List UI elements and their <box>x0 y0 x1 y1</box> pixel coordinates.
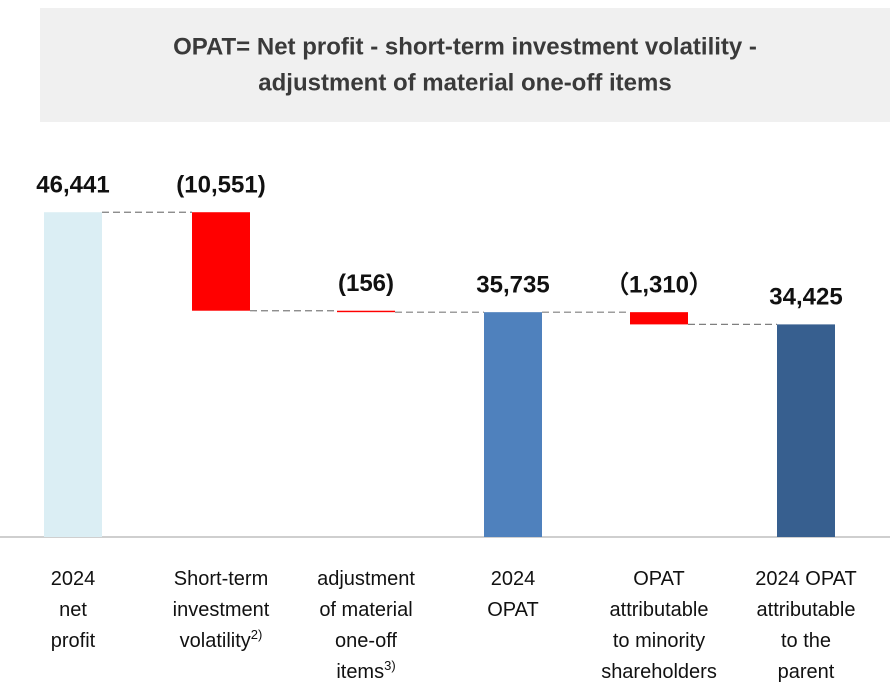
category-line: profit <box>51 630 96 652</box>
x-tick-label: OPAT <box>633 568 684 590</box>
bar <box>484 312 542 537</box>
category-line: to minority <box>613 630 705 652</box>
x-tick-label: adjustment <box>317 568 415 590</box>
category-line: parent <box>778 661 835 683</box>
category-line: volatility <box>180 630 251 652</box>
x-tick-label: shareholders <box>601 661 717 683</box>
value-label: 46,441 <box>36 172 109 199</box>
x-tick-label: attributable <box>757 599 856 621</box>
x-tick-label: 2024 <box>491 568 536 590</box>
x-tick-label: of material <box>319 599 412 621</box>
category-line: 2024 <box>51 568 96 590</box>
bar <box>630 312 688 324</box>
x-tick-label: items3) <box>336 658 395 683</box>
category-line: items <box>336 661 384 683</box>
category-line: investment <box>173 599 270 621</box>
category-line: one-off <box>335 630 397 652</box>
chart-title: OPAT= Net profit - short-term investment… <box>173 33 757 60</box>
value-label: (156) <box>338 270 394 297</box>
footnote-mark: 2) <box>251 627 263 642</box>
category-line: adjustment <box>317 568 415 590</box>
category-line: to the <box>781 630 831 652</box>
x-tick-label: Short-term <box>174 568 268 590</box>
category-line: of material <box>319 599 412 621</box>
title-box <box>40 8 890 122</box>
bar <box>777 324 835 537</box>
x-tick-label: one-off <box>335 630 397 652</box>
category-line: OPAT <box>633 568 684 590</box>
x-tick-label: to the <box>781 630 831 652</box>
chart-title: adjustment of material one-off items <box>258 69 671 96</box>
category-line: OPAT <box>487 599 538 621</box>
x-tick-label: profit <box>51 630 96 652</box>
x-tick-label: investment <box>173 599 270 621</box>
x-tick-label: 2024 OPAT <box>755 568 857 590</box>
category-line: attributable <box>610 599 709 621</box>
category-line: 2024 OPAT <box>755 568 857 590</box>
bar <box>44 212 102 537</box>
category-line: attributable <box>757 599 856 621</box>
bar <box>337 311 395 312</box>
x-tick-label: 2024 <box>51 568 96 590</box>
x-tick-label: net <box>59 599 87 621</box>
x-tick-label: parent <box>778 661 835 683</box>
x-tick-label: attributable <box>610 599 709 621</box>
category-line: net <box>59 599 87 621</box>
x-tick-label: to minority <box>613 630 705 652</box>
value-label: (10,551) <box>176 172 265 199</box>
category-line: shareholders <box>601 661 717 683</box>
x-tick-label: OPAT <box>487 599 538 621</box>
footnote-mark: 3) <box>384 658 396 673</box>
category-line: 2024 <box>491 568 536 590</box>
category-line: Short-term <box>174 568 268 590</box>
value-label: 34,425 <box>769 284 842 311</box>
value-label: 35,735 <box>476 272 549 299</box>
x-tick-label: volatility2) <box>180 627 263 652</box>
value-label: （1,310） <box>605 272 713 299</box>
bar <box>192 212 250 310</box>
